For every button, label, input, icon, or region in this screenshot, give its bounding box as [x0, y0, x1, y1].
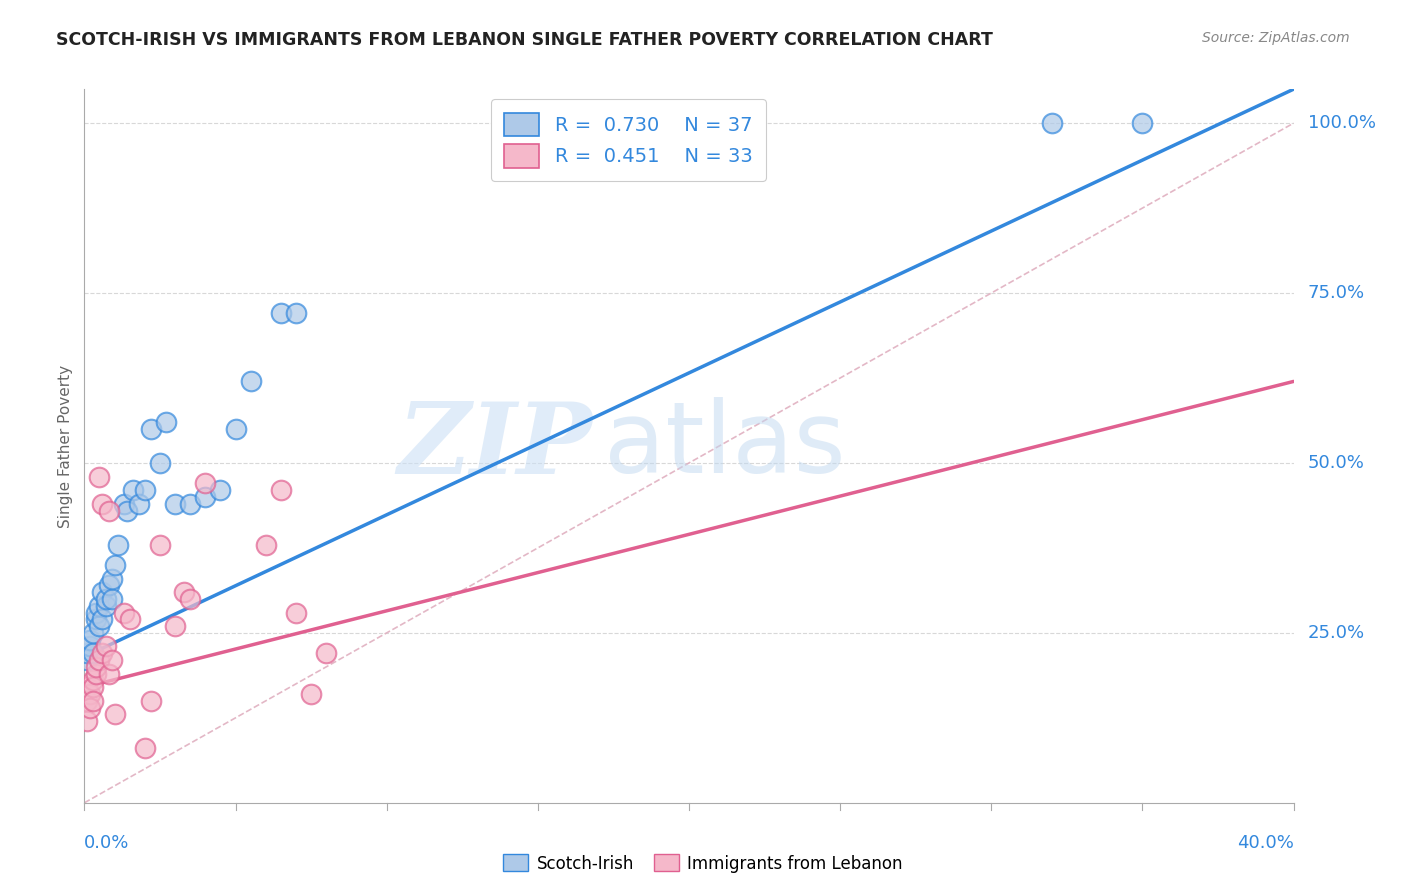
Point: [97, 666, 120, 681]
Point: [112, 497, 135, 511]
Point: [173, 585, 195, 599]
Point: [139, 694, 162, 708]
Point: [149, 537, 172, 551]
Point: [284, 606, 308, 620]
Legend: R =  0.730    N = 37, R =  0.451    N = 33: R = 0.730 N = 37, R = 0.451 N = 33: [491, 99, 766, 181]
Point: [179, 591, 201, 606]
Point: [270, 483, 292, 498]
Point: [225, 422, 247, 436]
Point: [254, 537, 277, 551]
Point: [76, 680, 98, 694]
Point: [107, 537, 129, 551]
Point: [76, 694, 98, 708]
Text: 50.0%: 50.0%: [1308, 454, 1364, 472]
Point: [155, 415, 177, 429]
Point: [86, 612, 108, 626]
Text: 100.0%: 100.0%: [1308, 114, 1375, 132]
Point: [270, 306, 292, 320]
Text: 75.0%: 75.0%: [1308, 284, 1365, 302]
Point: [94, 599, 117, 613]
Point: [79, 632, 101, 647]
Text: 0.0%: 0.0%: [84, 834, 129, 852]
Point: [79, 640, 101, 654]
Point: [100, 591, 122, 606]
Point: [76, 646, 98, 660]
Point: [89, 469, 111, 483]
Point: [118, 612, 141, 626]
Point: [1130, 116, 1153, 130]
Point: [194, 476, 217, 491]
Point: [82, 646, 104, 660]
Point: [134, 741, 156, 756]
Text: atlas: atlas: [605, 398, 846, 494]
Point: [86, 606, 108, 620]
Point: [79, 700, 101, 714]
Point: [91, 612, 114, 626]
Point: [284, 306, 308, 320]
Point: [100, 653, 122, 667]
Point: [128, 497, 150, 511]
Y-axis label: Single Father Poverty: Single Father Poverty: [58, 365, 73, 527]
Point: [104, 558, 127, 572]
Text: 25.0%: 25.0%: [1308, 624, 1365, 642]
Legend: Scotch-Irish, Immigrants from Lebanon: Scotch-Irish, Immigrants from Lebanon: [496, 847, 910, 880]
Point: [82, 626, 104, 640]
Point: [79, 687, 101, 701]
Point: [91, 497, 114, 511]
Text: SCOTCH-IRISH VS IMMIGRANTS FROM LEBANON SINGLE FATHER POVERTY CORRELATION CHART: SCOTCH-IRISH VS IMMIGRANTS FROM LEBANON …: [56, 31, 993, 49]
Text: 40.0%: 40.0%: [1237, 834, 1294, 852]
Point: [82, 680, 104, 694]
Point: [149, 456, 172, 470]
Point: [91, 585, 114, 599]
Point: [139, 422, 162, 436]
Point: [82, 673, 104, 688]
Point: [91, 646, 114, 660]
Point: [163, 497, 186, 511]
Point: [97, 578, 120, 592]
Point: [315, 646, 337, 660]
Point: [89, 653, 111, 667]
Point: [82, 694, 104, 708]
Point: [76, 714, 98, 729]
Point: [112, 606, 135, 620]
Point: [100, 572, 122, 586]
Point: [163, 619, 186, 633]
Point: [1040, 116, 1063, 130]
Point: [94, 591, 117, 606]
Point: [94, 640, 117, 654]
Point: [134, 483, 156, 498]
Text: ZIP: ZIP: [398, 398, 592, 494]
Point: [194, 490, 217, 504]
Point: [97, 503, 120, 517]
Point: [76, 653, 98, 667]
Point: [89, 619, 111, 633]
Point: [86, 666, 108, 681]
Point: [209, 483, 232, 498]
Point: [179, 497, 201, 511]
Point: [104, 707, 127, 722]
Point: [115, 503, 138, 517]
Text: Source: ZipAtlas.com: Source: ZipAtlas.com: [1202, 31, 1350, 45]
Point: [121, 483, 143, 498]
Point: [239, 375, 262, 389]
Point: [89, 599, 111, 613]
Point: [299, 687, 322, 701]
Point: [86, 660, 108, 674]
